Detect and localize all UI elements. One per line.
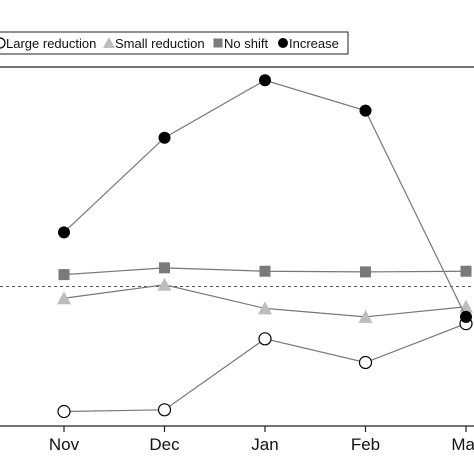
x-tick-label: Dec (149, 435, 180, 454)
point-small-reduction (358, 309, 373, 323)
legend-label-increase: Increase (289, 36, 339, 51)
point-no-shift (58, 269, 70, 281)
point-increase (259, 74, 271, 87)
legend-label-large-reduction: Large reduction (6, 36, 96, 51)
legend-marker-no-shift (213, 38, 223, 48)
point-small-reduction (157, 277, 172, 291)
x-tick-label: Mar (451, 435, 474, 454)
x-tick-label: Jan (251, 435, 278, 454)
point-large-reduction (258, 332, 272, 346)
point-no-shift (460, 265, 472, 277)
series-increase (58, 74, 472, 323)
series-group (57, 74, 473, 419)
point-small-reduction (258, 301, 272, 315)
series-line-increase (63, 79, 467, 318)
legend-marker-large-reduction (0, 37, 6, 49)
legend-marker-increase (278, 38, 288, 48)
legend-label-no-shift: No shift (224, 36, 268, 51)
plot-frame (0, 66, 474, 427)
point-small-reduction (57, 291, 71, 305)
point-increase (58, 226, 70, 239)
point-increase (158, 131, 171, 144)
point-increase (359, 104, 372, 117)
x-tick-label: Nov (49, 435, 80, 454)
series-no-shift (58, 262, 472, 281)
legend-marker-small-reduction (103, 37, 115, 48)
legend-box (0, 31, 349, 55)
x-axis: Nov Dec Jan Feb Mar (49, 426, 474, 454)
point-large-reduction (358, 355, 373, 370)
series-large-reduction (57, 317, 473, 419)
point-no-shift (159, 262, 170, 274)
legend: Large reduction Small reduction No shift In… (0, 31, 349, 55)
point-no-shift (360, 266, 371, 278)
point-increase (460, 310, 472, 323)
point-large-reduction (157, 403, 172, 417)
series-small-reduction (57, 277, 473, 323)
point-large-reduction (57, 404, 71, 419)
x-tick-label: Feb (351, 435, 380, 454)
point-no-shift (259, 265, 271, 277)
legend-label-small-reduction: Small reduction (115, 36, 205, 51)
